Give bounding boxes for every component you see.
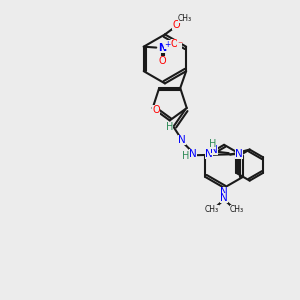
Text: +: + bbox=[164, 40, 170, 49]
Text: N: N bbox=[210, 145, 218, 155]
Text: N: N bbox=[220, 187, 228, 196]
Text: H: H bbox=[166, 122, 173, 133]
Text: ⁻: ⁻ bbox=[177, 40, 182, 50]
Text: N: N bbox=[178, 135, 186, 145]
Text: N: N bbox=[236, 148, 243, 159]
Text: O: O bbox=[158, 56, 166, 66]
Text: O: O bbox=[172, 20, 180, 30]
Text: N: N bbox=[158, 43, 166, 53]
Text: CH₃: CH₃ bbox=[178, 14, 192, 23]
Text: O: O bbox=[152, 105, 160, 115]
Text: O: O bbox=[171, 39, 178, 49]
Text: H: H bbox=[182, 151, 190, 161]
Text: N: N bbox=[189, 149, 196, 159]
Text: N: N bbox=[220, 193, 228, 203]
Text: CH₃: CH₃ bbox=[205, 205, 219, 214]
Text: N: N bbox=[205, 148, 213, 159]
Text: H: H bbox=[208, 139, 216, 149]
Text: CH₃: CH₃ bbox=[230, 205, 244, 214]
